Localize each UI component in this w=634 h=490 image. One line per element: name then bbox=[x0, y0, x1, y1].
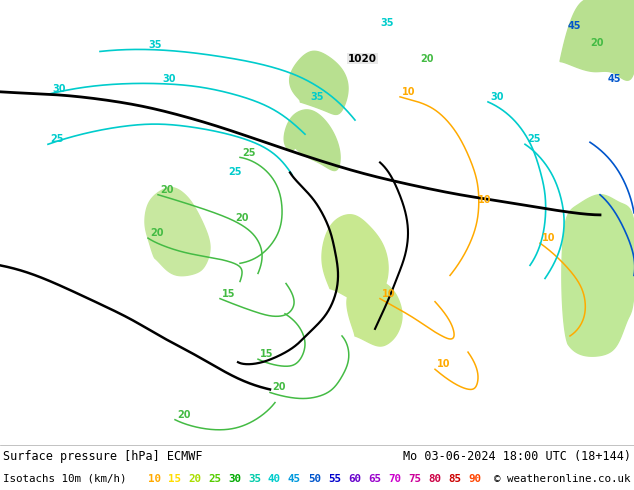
Polygon shape bbox=[145, 188, 210, 276]
Text: 25: 25 bbox=[527, 134, 541, 144]
Text: 10: 10 bbox=[148, 474, 161, 484]
Text: Surface pressure [hPa] ECMWF: Surface pressure [hPa] ECMWF bbox=[3, 450, 202, 464]
Text: 60: 60 bbox=[348, 474, 361, 484]
Text: 10: 10 bbox=[437, 359, 451, 369]
Text: 45: 45 bbox=[608, 74, 621, 84]
Text: 10: 10 bbox=[542, 233, 555, 243]
Text: 20: 20 bbox=[160, 185, 174, 195]
Polygon shape bbox=[322, 215, 388, 302]
Text: 20: 20 bbox=[590, 38, 604, 49]
Polygon shape bbox=[562, 195, 634, 356]
Text: 15: 15 bbox=[222, 289, 235, 298]
Text: 20: 20 bbox=[272, 382, 285, 392]
Text: 25: 25 bbox=[228, 167, 242, 176]
Polygon shape bbox=[560, 0, 634, 80]
Text: Isotachs 10m (km/h): Isotachs 10m (km/h) bbox=[3, 474, 127, 484]
Text: 10: 10 bbox=[478, 195, 491, 205]
Text: 1020: 1020 bbox=[348, 53, 377, 64]
Text: 55: 55 bbox=[328, 474, 341, 484]
Text: 30: 30 bbox=[228, 474, 241, 484]
Polygon shape bbox=[347, 278, 402, 346]
Text: 30: 30 bbox=[162, 74, 176, 84]
Text: 25: 25 bbox=[50, 134, 63, 144]
Text: 15: 15 bbox=[260, 349, 273, 359]
Text: 35: 35 bbox=[248, 474, 261, 484]
Text: 45: 45 bbox=[568, 21, 581, 31]
Text: 70: 70 bbox=[388, 474, 401, 484]
Text: 35: 35 bbox=[310, 92, 323, 102]
Text: Mo 03-06-2024 18:00 UTC (18+144): Mo 03-06-2024 18:00 UTC (18+144) bbox=[403, 450, 631, 464]
Text: 85: 85 bbox=[448, 474, 461, 484]
Text: 50: 50 bbox=[308, 474, 321, 484]
Text: 30: 30 bbox=[52, 84, 65, 94]
Text: 10: 10 bbox=[402, 87, 415, 97]
Text: 90: 90 bbox=[468, 474, 481, 484]
Text: 40: 40 bbox=[268, 474, 281, 484]
Polygon shape bbox=[284, 110, 340, 171]
Text: © weatheronline.co.uk: © weatheronline.co.uk bbox=[495, 474, 631, 484]
Text: 35: 35 bbox=[380, 18, 394, 28]
Text: 80: 80 bbox=[428, 474, 441, 484]
Polygon shape bbox=[290, 51, 348, 114]
Text: 15: 15 bbox=[168, 474, 181, 484]
Text: 25: 25 bbox=[242, 148, 256, 158]
Text: 20: 20 bbox=[177, 410, 190, 419]
Text: 20: 20 bbox=[235, 213, 249, 223]
Text: 75: 75 bbox=[408, 474, 421, 484]
Text: 25: 25 bbox=[208, 474, 221, 484]
Text: 20: 20 bbox=[420, 53, 434, 64]
Text: 10: 10 bbox=[382, 289, 396, 298]
Text: 20: 20 bbox=[188, 474, 201, 484]
Text: 20: 20 bbox=[150, 228, 164, 238]
Text: 45: 45 bbox=[288, 474, 301, 484]
Text: 65: 65 bbox=[368, 474, 381, 484]
Text: 35: 35 bbox=[148, 41, 162, 50]
Text: 30: 30 bbox=[490, 92, 503, 102]
